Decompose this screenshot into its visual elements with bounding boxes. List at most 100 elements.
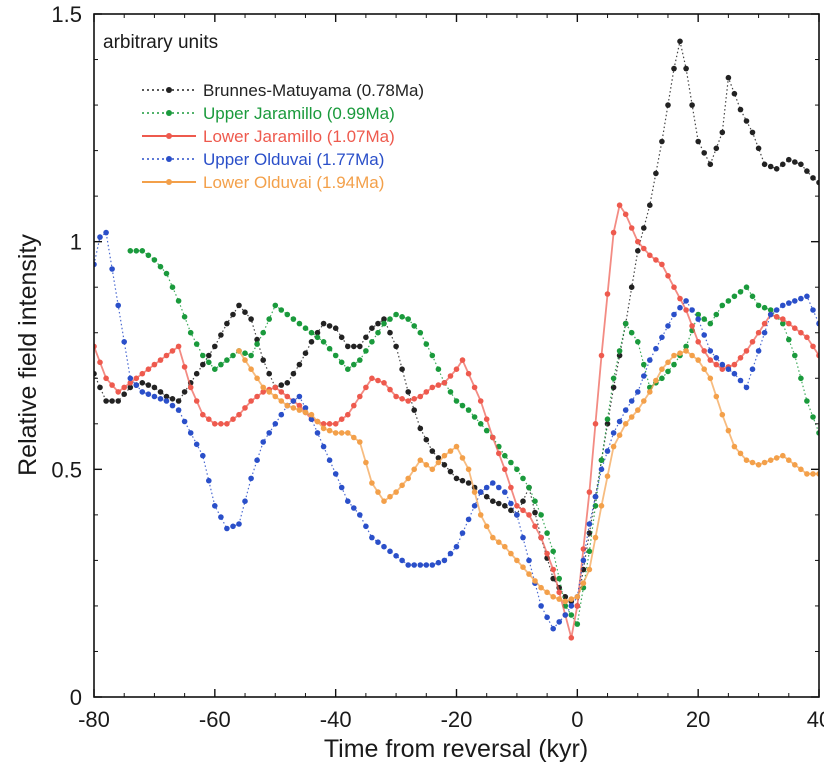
data-point <box>320 339 327 345</box>
data-point <box>163 398 170 404</box>
data-point <box>635 248 641 254</box>
data-point <box>689 323 695 329</box>
data-point <box>393 489 399 495</box>
data-point <box>175 398 182 404</box>
data-point <box>761 459 768 466</box>
data-point <box>224 421 230 427</box>
data-point <box>109 266 115 272</box>
data-point <box>212 503 218 509</box>
data-point <box>496 539 502 545</box>
data-point <box>707 375 714 382</box>
data-point <box>175 343 182 350</box>
data-point <box>375 377 381 384</box>
data-point <box>314 334 321 341</box>
data-point <box>278 411 285 418</box>
data-point <box>157 389 164 395</box>
data-point <box>236 521 242 527</box>
data-point <box>743 457 750 464</box>
data-point <box>695 316 701 322</box>
data-point <box>357 393 363 400</box>
data-point <box>260 389 267 395</box>
data-point <box>332 325 339 332</box>
data-point <box>193 398 200 404</box>
data-point <box>508 550 514 557</box>
data-point <box>242 498 248 505</box>
data-point <box>562 594 569 600</box>
y-tick-label: 1.5 <box>51 2 82 27</box>
data-point <box>206 352 212 359</box>
data-point <box>725 74 732 81</box>
data-point <box>441 452 448 459</box>
y-axis-title: Relative field intensity <box>14 234 42 476</box>
data-point <box>429 448 436 454</box>
data-point <box>139 370 146 377</box>
data-point <box>387 316 393 322</box>
data-point <box>665 368 671 375</box>
data-point <box>713 361 720 368</box>
data-point <box>338 416 345 423</box>
data-point <box>163 270 170 277</box>
data-point <box>580 546 587 552</box>
data-point <box>731 361 738 368</box>
data-point <box>647 357 653 363</box>
data-point <box>502 503 508 509</box>
legend-label: Upper Olduvai (1.77Ma) <box>203 150 384 169</box>
data-point <box>242 405 248 411</box>
data-point <box>453 543 460 550</box>
data-point <box>248 352 254 359</box>
data-point <box>731 443 738 450</box>
data-point <box>381 316 387 322</box>
data-point <box>598 457 605 464</box>
data-point <box>496 450 502 457</box>
data-point <box>592 503 599 509</box>
data-point <box>598 466 605 473</box>
data-point <box>550 548 556 555</box>
data-point <box>248 316 254 322</box>
data-point <box>755 145 762 152</box>
data-point <box>580 557 587 564</box>
data-point <box>296 320 303 327</box>
data-point <box>97 234 103 240</box>
data-point <box>459 530 466 536</box>
data-point <box>230 416 236 423</box>
data-point <box>139 389 146 395</box>
data-point <box>786 336 792 343</box>
data-point <box>145 252 152 259</box>
data-point <box>405 398 412 404</box>
data-point <box>477 512 484 518</box>
data-point <box>230 311 236 318</box>
data-point <box>604 416 611 423</box>
data-point <box>538 584 544 591</box>
data-point <box>465 370 472 377</box>
data-point <box>792 325 798 332</box>
data-point <box>616 202 623 208</box>
data-point <box>514 466 520 473</box>
data-point <box>338 484 345 491</box>
data-point <box>804 398 810 404</box>
data-point <box>260 384 267 391</box>
data-point <box>719 302 726 309</box>
data-point <box>556 589 562 596</box>
data-point <box>568 612 575 618</box>
data-point <box>683 298 689 304</box>
data-point <box>810 343 816 350</box>
data-point <box>671 361 677 368</box>
series-line <box>94 41 819 607</box>
data-point <box>761 161 768 168</box>
data-point <box>792 159 798 165</box>
data-point <box>109 382 115 388</box>
data-point <box>357 343 363 350</box>
data-point <box>689 352 695 359</box>
data-point <box>767 311 774 318</box>
series-layer <box>94 38 819 641</box>
data-point <box>187 384 194 391</box>
data-point <box>719 361 726 368</box>
data-point <box>786 457 792 464</box>
data-point <box>490 534 496 541</box>
data-point <box>103 229 109 236</box>
data-point <box>308 411 315 418</box>
data-point <box>145 366 152 373</box>
data-point <box>387 329 393 336</box>
data-point <box>465 407 472 413</box>
data-point <box>749 459 756 466</box>
